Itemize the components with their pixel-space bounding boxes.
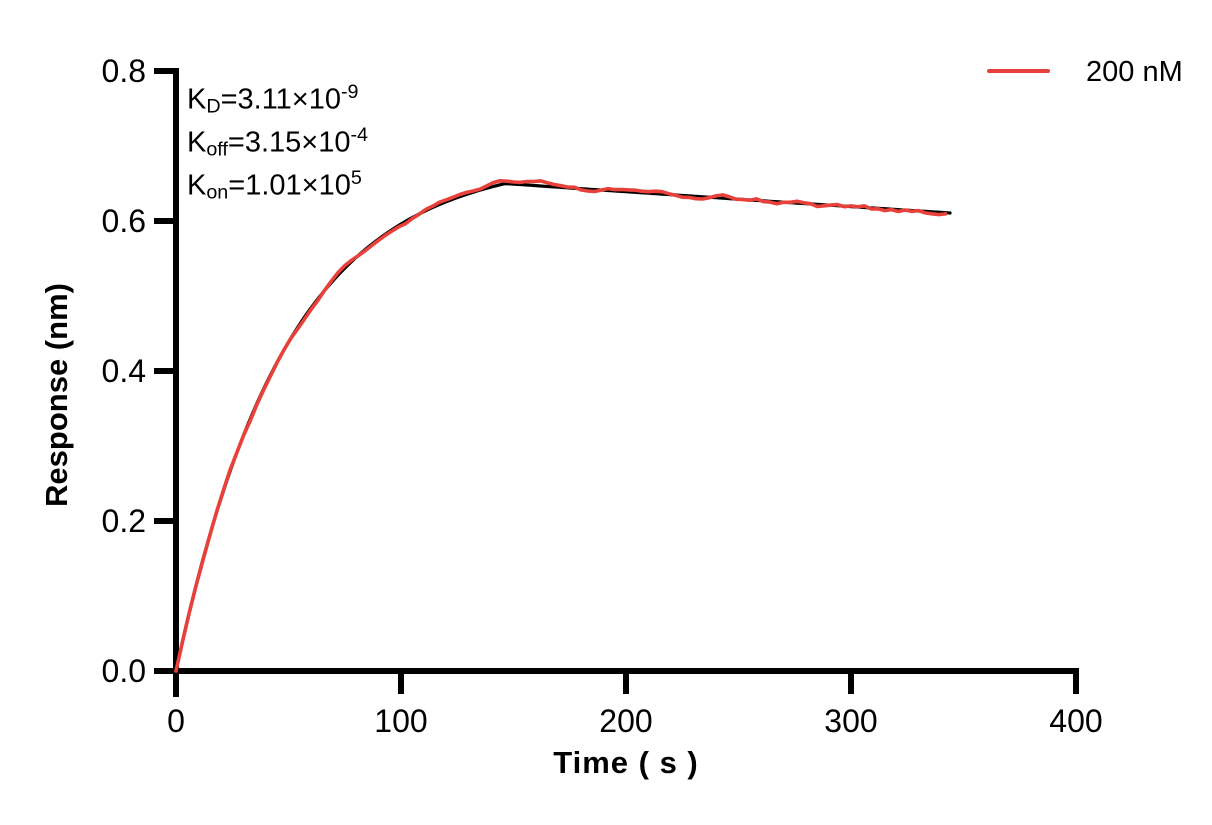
kon-value: =1.01×10: [228, 169, 351, 202]
annotation-koff: Koff=3.15×10-4: [187, 117, 368, 168]
kd-exponent: -9: [341, 81, 359, 103]
koff-subscript: off: [206, 138, 228, 161]
kon-subscript: on: [206, 181, 229, 204]
x-tick-label-300: 300: [824, 703, 878, 739]
kon-symbol: K: [187, 169, 207, 202]
legend-line-200nM: [987, 69, 1050, 73]
kon-exponent: 5: [350, 167, 362, 189]
koff-value: =3.15×10: [227, 126, 351, 159]
data-curve-200nM: [174, 179, 948, 673]
x-tick-label-200: 200: [599, 703, 653, 739]
y-axis-title: Response (nm): [39, 283, 74, 507]
kd-value: =3.11×10: [220, 83, 341, 116]
x-axis-title: Time ( s ): [553, 745, 699, 780]
y-tick-label-0.8: 0.8: [101, 53, 146, 89]
y-tick-label-0.0: 0.0: [101, 653, 146, 689]
annotation-kon: Kon=1.01×105: [187, 160, 362, 211]
kd-symbol: K: [187, 83, 207, 116]
legend-label-200nM: 200 nM: [1086, 56, 1183, 88]
annotation-kd: KD=3.11×10-9: [187, 74, 359, 125]
x-tick-label-400: 400: [1049, 703, 1103, 739]
y-tick-label-0.6: 0.6: [101, 203, 146, 239]
koff-exponent: -4: [350, 124, 369, 146]
koff-symbol: K: [187, 126, 207, 159]
x-tick-label-100: 100: [374, 703, 428, 739]
x-tick-label-0: 0: [167, 703, 185, 739]
kd-subscript: D: [206, 95, 221, 118]
y-tick-label-0.2: 0.2: [101, 503, 146, 539]
fit-curve: [174, 182, 952, 673]
y-tick-label-0.4: 0.4: [101, 353, 146, 389]
